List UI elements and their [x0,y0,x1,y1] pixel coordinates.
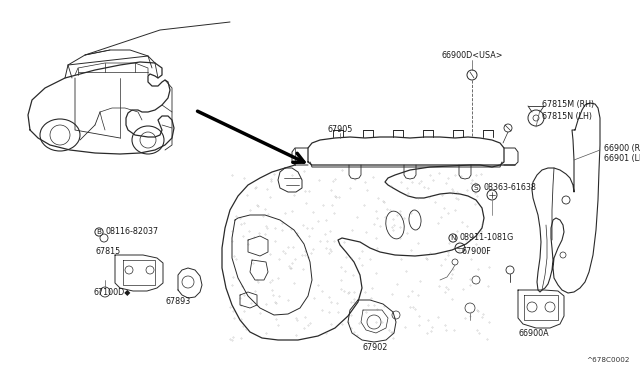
Text: S: S [474,185,478,191]
Text: 67900F: 67900F [462,247,492,257]
Text: 08911-1081G: 08911-1081G [460,234,515,243]
Text: 66900A: 66900A [518,330,549,339]
Text: ^678C0002: ^678C0002 [586,357,630,363]
Text: 08363-61638: 08363-61638 [483,183,536,192]
Text: 67815M (RH): 67815M (RH) [542,100,594,109]
Text: 67902: 67902 [362,343,388,353]
Text: B: B [97,229,102,235]
Text: 66900 (RH): 66900 (RH) [604,144,640,153]
Text: 67905: 67905 [328,125,353,135]
Text: 66900D<USA>: 66900D<USA> [441,51,503,60]
Text: 08116-82037: 08116-82037 [106,228,159,237]
Text: 67815N (LH): 67815N (LH) [542,112,592,121]
Text: 67893: 67893 [165,298,191,307]
Text: 67100D◆: 67100D◆ [93,288,131,296]
Text: N: N [451,235,456,241]
Text: 67815: 67815 [96,247,121,257]
Text: 66901 (LH): 66901 (LH) [604,154,640,164]
